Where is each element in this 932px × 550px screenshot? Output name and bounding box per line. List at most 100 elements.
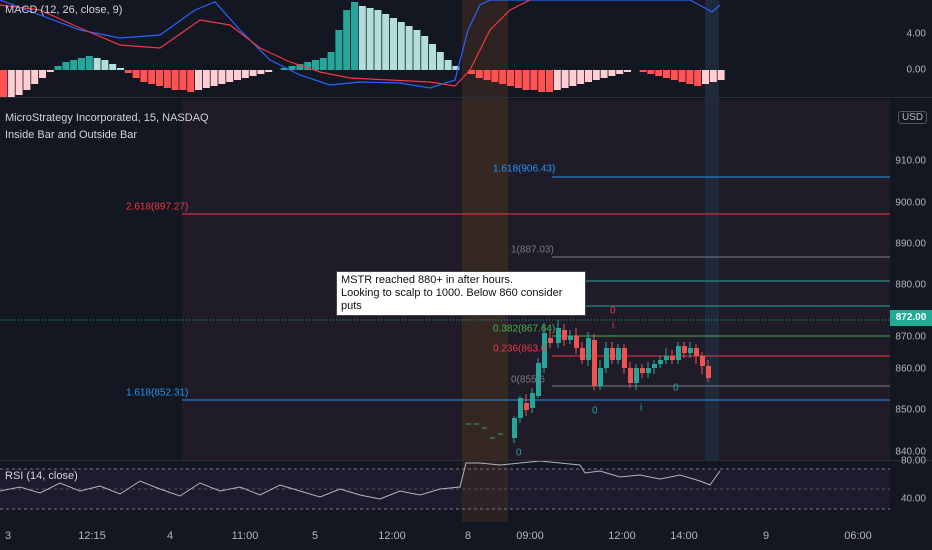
macd-histogram-bar bbox=[62, 62, 70, 70]
candle-body bbox=[598, 368, 603, 386]
indicator-title[interactable]: Inside Bar and Outside Bar bbox=[5, 129, 138, 141]
candle-body bbox=[592, 340, 597, 386]
macd-histogram-bar bbox=[249, 70, 257, 76]
rsi-tick: 80.00 bbox=[900, 455, 926, 467]
macd-histogram-bar bbox=[335, 30, 343, 70]
time-label: 11:00 bbox=[231, 530, 259, 542]
macd-histogram-bar bbox=[452, 66, 460, 70]
annotation-line: MSTR reached 880+ in after hours. bbox=[341, 274, 514, 286]
candle-body bbox=[694, 348, 699, 356]
candle-body bbox=[670, 356, 675, 360]
annotation-line: Looking to scalp to 1000. Below 860 cons… bbox=[341, 287, 563, 312]
fib-label: 0(855.6 bbox=[511, 374, 545, 386]
macd-histogram-bar bbox=[694, 70, 702, 86]
macd-histogram-bar bbox=[312, 60, 319, 70]
macd-histogram-bar bbox=[70, 60, 78, 70]
macd-histogram-bar bbox=[93, 58, 101, 70]
rsi-axis[interactable]: 80.00 40.00 bbox=[890, 456, 932, 522]
candle-body bbox=[568, 336, 573, 340]
macd-histogram-bar bbox=[639, 70, 647, 72]
time-axis[interactable]: 3 12:15 4 11:00 5 12:00 8 09:00 12:00 14… bbox=[0, 522, 932, 550]
macd-histogram-bar bbox=[234, 70, 241, 80]
rsi-plot bbox=[0, 461, 890, 522]
macd-histogram-bar bbox=[132, 70, 140, 78]
macd-histogram-bar bbox=[241, 70, 249, 78]
macd-histogram-bar bbox=[7, 70, 15, 97]
macd-histogram-bar bbox=[538, 70, 546, 92]
pane-separator[interactable] bbox=[0, 97, 932, 98]
macd-pane[interactable]: MACD (12, 26, close, 9) bbox=[0, 0, 890, 97]
macd-axis[interactable]: 4.00 0.00 bbox=[890, 0, 932, 97]
candle-body bbox=[658, 360, 663, 364]
macd-histogram-bar bbox=[475, 70, 483, 78]
macd-histogram-bar bbox=[195, 70, 202, 90]
price-tick: 890.00 bbox=[895, 238, 926, 250]
fib-label: 1(887.03) bbox=[511, 244, 554, 256]
candle-body bbox=[640, 368, 645, 373]
bar-marker: 0 bbox=[516, 447, 522, 459]
candle-body bbox=[524, 403, 529, 410]
macd-histogram-bar bbox=[421, 36, 429, 70]
time-label: 5 bbox=[311, 530, 319, 542]
current-price-tag: 872.00 bbox=[890, 310, 932, 326]
price-tick: 880.00 bbox=[895, 279, 926, 291]
chart-annotation[interactable]: MSTR reached 880+ in after hours. Lookin… bbox=[336, 271, 586, 316]
macd-histogram-bar bbox=[179, 70, 187, 90]
macd-histogram-bar bbox=[288, 66, 296, 70]
macd-signal-line bbox=[0, 0, 531, 87]
fib-label: 2.618(897.27) bbox=[126, 201, 189, 213]
macd-histogram-bar bbox=[483, 70, 491, 80]
candle-body bbox=[634, 368, 639, 383]
candle-body bbox=[628, 368, 633, 383]
price-tick: 900.00 bbox=[895, 197, 926, 209]
macd-histogram-bar bbox=[553, 70, 561, 90]
candle-body bbox=[530, 393, 535, 408]
macd-histogram-bar bbox=[148, 70, 156, 84]
macd-histogram-bar bbox=[156, 70, 163, 86]
candle-body bbox=[536, 363, 541, 396]
rsi-line bbox=[0, 461, 721, 500]
fib-label: 0.236(863.0 bbox=[493, 343, 547, 355]
candle-body bbox=[688, 348, 693, 353]
macd-histogram-bar bbox=[0, 70, 7, 97]
macd-histogram-bar bbox=[382, 14, 390, 70]
price-axis[interactable]: 910.00 900.00 890.00 880.00 870.00 860.0… bbox=[890, 98, 932, 460]
macd-histogram-bar bbox=[366, 8, 374, 70]
candle-body bbox=[622, 348, 627, 368]
bar-marker: 0 bbox=[673, 382, 679, 394]
macd-histogram-bar bbox=[663, 70, 670, 78]
macd-histogram-bar bbox=[592, 70, 600, 80]
macd-histogram-bar bbox=[530, 70, 538, 90]
bar-marker: i bbox=[640, 402, 643, 414]
macd-histogram-bar bbox=[702, 70, 709, 84]
macd-histogram-bar bbox=[54, 66, 62, 70]
macd-histogram-bar bbox=[171, 70, 179, 90]
macd-tick: 0.00 bbox=[906, 64, 926, 76]
macd-histogram-bar bbox=[280, 68, 288, 70]
macd-histogram-bar bbox=[218, 70, 226, 84]
macd-histogram-bar bbox=[109, 64, 117, 70]
macd-histogram-bar bbox=[397, 22, 405, 70]
candle-body bbox=[652, 364, 657, 368]
macd-histogram-bar bbox=[202, 70, 210, 88]
macd-histogram-bar bbox=[15, 70, 23, 95]
rsi-pane[interactable]: RSI (14, close) bbox=[0, 461, 890, 522]
macd-histogram-bar bbox=[358, 6, 366, 70]
price-tick: 910.00 bbox=[895, 155, 926, 167]
macd-histogram-bar bbox=[647, 70, 655, 74]
currency-button[interactable]: USD bbox=[898, 111, 928, 124]
macd-title: MACD (12, 26, close, 9) bbox=[5, 4, 123, 16]
candle-body bbox=[580, 348, 585, 360]
time-label: 06:00 bbox=[844, 530, 872, 542]
candle-body bbox=[616, 348, 621, 360]
candle-body bbox=[706, 366, 711, 378]
pane-separator[interactable] bbox=[0, 460, 932, 461]
time-label: 12:00 bbox=[608, 530, 636, 542]
macd-histogram-bar bbox=[546, 70, 553, 92]
macd-histogram-bar bbox=[709, 70, 717, 82]
price-tick: 860.00 bbox=[895, 363, 926, 375]
symbol-title[interactable]: MicroStrategy Incorporated, 15, NASDAQ bbox=[5, 112, 209, 124]
macd-histogram-bar bbox=[140, 70, 148, 82]
time-label: 14:00 bbox=[670, 530, 698, 542]
macd-histogram-bar bbox=[257, 70, 265, 74]
